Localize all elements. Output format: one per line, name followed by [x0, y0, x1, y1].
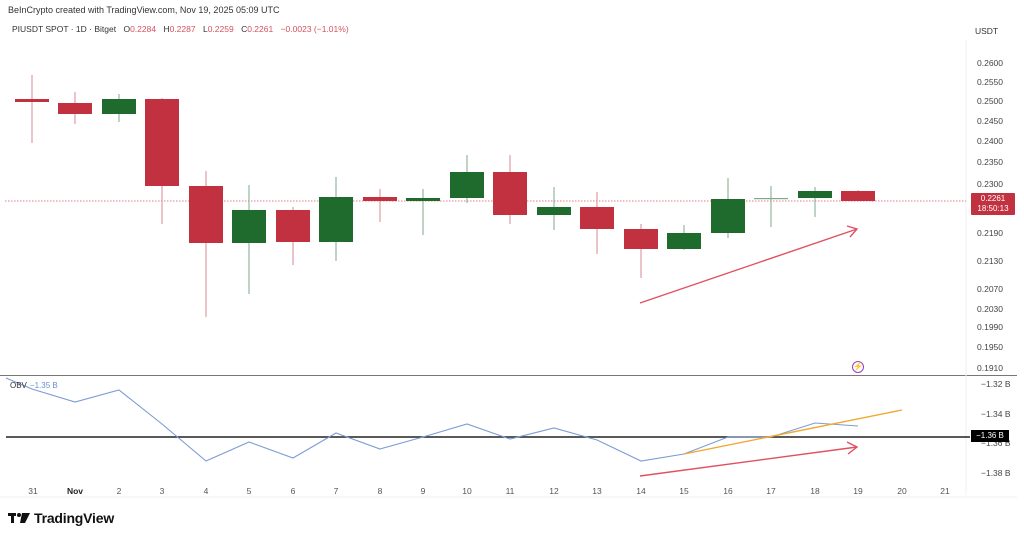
- current-price-value: 0.2261: [980, 194, 1006, 203]
- obv-line[interactable]: [5, 377, 859, 462]
- candle[interactable]: [754, 198, 788, 200]
- candle[interactable]: [580, 207, 614, 229]
- price-trend-arrow[interactable]: [639, 225, 859, 304]
- obv-trendline[interactable]: [683, 409, 903, 455]
- candle[interactable]: [189, 186, 223, 243]
- obv-tick: −1.36 B: [981, 438, 1011, 448]
- time-tick: 19: [853, 486, 863, 496]
- current-price-badge: 0.2261 18:50:13: [971, 193, 1015, 215]
- change-value: −0.0023 (−1.01%): [280, 24, 349, 34]
- time-tick: 4: [204, 486, 209, 496]
- price-tick: 0.2550: [977, 77, 1003, 87]
- price-tick: 0.1990: [977, 322, 1003, 332]
- price-tick: 0.2600: [977, 58, 1003, 68]
- candle[interactable]: [15, 99, 49, 102]
- time-tick: 2: [117, 486, 122, 496]
- bar-countdown: 18:50:13: [977, 204, 1009, 213]
- candle[interactable]: [58, 103, 92, 114]
- open-value: 0.2284: [130, 24, 157, 34]
- time-tick: 5: [247, 486, 252, 496]
- time-axis[interactable]: 31 Nov 2 3 4 5 6 7 8 9 10 11 12 13 14 15…: [28, 486, 950, 496]
- candle[interactable]: [493, 172, 527, 215]
- obv-legend[interactable]: OBV −1.35 B: [10, 381, 58, 390]
- time-tick: 6: [291, 486, 296, 496]
- high-label: H: [163, 24, 170, 34]
- candle[interactable]: [363, 197, 397, 201]
- candle[interactable]: [145, 99, 179, 186]
- price-tick: 0.2190: [977, 228, 1003, 238]
- candle-current[interactable]: [841, 191, 875, 201]
- candle[interactable]: [537, 207, 571, 215]
- time-tick: 16: [723, 486, 733, 496]
- time-tick: 7: [334, 486, 339, 496]
- symbol-name[interactable]: PIUSDT SPOT · 1D · Bitget: [12, 24, 117, 34]
- candle[interactable]: [624, 229, 658, 249]
- close-label: C: [241, 24, 248, 34]
- symbol-legend: PIUSDT SPOT · 1D · Bitget O0.2284 H0.228…: [12, 24, 349, 34]
- obv-tick: −1.32 B: [981, 379, 1011, 389]
- obv-tick: −1.34 B: [981, 409, 1011, 419]
- brand-name: TradingView: [34, 510, 115, 526]
- candle[interactable]: [406, 198, 440, 201]
- time-tick: 18: [810, 486, 820, 496]
- time-tick: 8: [378, 486, 383, 496]
- tradingview-logo[interactable]: TradingView: [8, 510, 114, 526]
- candle[interactable]: [798, 191, 832, 198]
- time-tick: 20: [897, 486, 907, 496]
- obv-marker-badge: −1.36 B: [971, 430, 1009, 442]
- candle[interactable]: [276, 210, 310, 242]
- lightning-event-icon[interactable]: ⚡: [852, 361, 864, 373]
- candle[interactable]: [667, 233, 701, 249]
- low-value: 0.2259: [207, 24, 234, 34]
- price-tick: 0.1950: [977, 342, 1003, 352]
- low-label: L: [202, 24, 208, 34]
- chart-credit: BeInCrypto created with TradingView.com,…: [8, 5, 280, 15]
- obv-trend-arrow[interactable]: [639, 441, 859, 477]
- high-value: 0.2287: [169, 24, 196, 34]
- obv-axis[interactable]: −1.32 B −1.34 B −1.36 B −1.38 B: [981, 379, 1011, 478]
- time-tick: 15: [679, 486, 689, 496]
- candle[interactable]: [450, 172, 484, 198]
- candle[interactable]: [711, 199, 745, 233]
- price-tick: 0.2300: [977, 179, 1003, 189]
- price-tick: 0.2400: [977, 136, 1003, 146]
- time-tick: 17: [766, 486, 776, 496]
- time-tick: 13: [592, 486, 602, 496]
- currency-unit[interactable]: USDT: [975, 26, 999, 36]
- time-tick: 10: [462, 486, 472, 496]
- close-value: 0.2261: [247, 24, 274, 34]
- price-tick: 0.2500: [977, 96, 1003, 106]
- price-tick: 0.2030: [977, 304, 1003, 314]
- price-tick: 0.2130: [977, 256, 1003, 266]
- time-tick: 12: [549, 486, 559, 496]
- candle[interactable]: [232, 210, 266, 243]
- obv-tick: −1.38 B: [981, 468, 1011, 478]
- time-tick: 21: [940, 486, 950, 496]
- price-tick: 0.1910: [977, 363, 1003, 373]
- price-tick: 0.2070: [977, 284, 1003, 294]
- tradingview-logo-icon: [8, 513, 30, 523]
- time-tick: 9: [421, 486, 426, 496]
- candle[interactable]: [319, 197, 353, 242]
- price-axis[interactable]: 0.2600 0.2550 0.2500 0.2450 0.2400 0.235…: [977, 58, 1003, 373]
- time-tick: 14: [636, 486, 646, 496]
- time-tick: Nov: [67, 486, 83, 496]
- obv-label: OBV: [10, 381, 27, 390]
- candlesticks[interactable]: [15, 75, 875, 317]
- time-tick: 11: [506, 486, 515, 496]
- open-label: O: [123, 24, 131, 34]
- time-tick: 31: [28, 486, 38, 496]
- obv-value: −1.35 B: [29, 381, 58, 390]
- candle[interactable]: [102, 99, 136, 114]
- price-tick: 0.2450: [977, 116, 1003, 126]
- time-tick: 3: [160, 486, 165, 496]
- price-tick: 0.2350: [977, 157, 1003, 167]
